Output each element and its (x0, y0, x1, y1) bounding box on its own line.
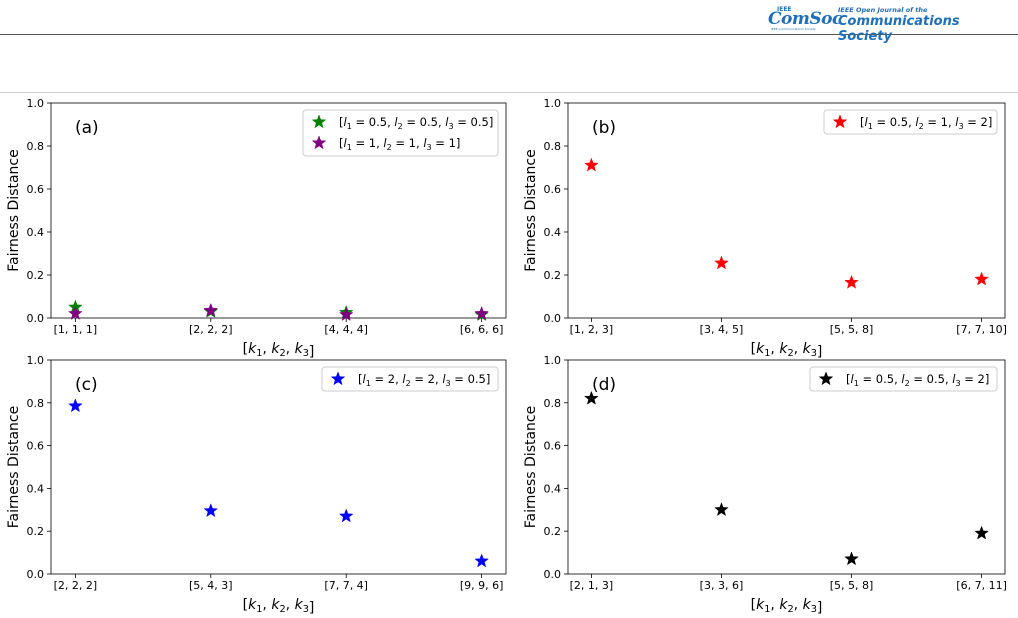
y-tick-label: 0.6 (544, 440, 562, 453)
x-axis-label: [k1, k2, k3] (751, 597, 823, 616)
legend-box (823, 109, 998, 135)
legend-label: [l1 = 1, l2 = 1, l3 = 1] (339, 136, 460, 152)
data-point-s1-3 (844, 551, 859, 566)
legend-box (302, 109, 499, 157)
chart-panel-2: 0.0 0.2 0.4 0.6 0.8 1.0 [1, 2, 3] [3, 4, 5] [5, … (523, 97, 1007, 360)
data-point-s1-2 (203, 503, 219, 518)
data-point-s1-4 (974, 525, 989, 540)
x-tick-label: [6, 7, 11] (956, 579, 1007, 592)
chart-panel-3: 0.0 0.2 0.4 0.6 0.8 1.0 [2, 2, 2] [5, 4, 3] [7, … (6, 354, 507, 616)
y-tick-label: 0.8 (544, 140, 562, 153)
y-axis-label: Fairness Distance (6, 149, 22, 272)
y-axis-label: Fairness Distance (6, 406, 22, 529)
y-tick-label: 0.4 (544, 226, 562, 239)
panel-label: (d) (592, 375, 616, 395)
legend-label: [l1 = 0.5, l2 = 1, l3 = 2] (860, 115, 992, 131)
data-point-s2-3 (338, 307, 354, 322)
y-tick-label: 0.4 (27, 482, 45, 495)
legend-marker (832, 114, 848, 129)
y-tick-label: 0.0 (544, 312, 562, 325)
header-thin-rule (0, 92, 1018, 93)
y-tick-label: 0.4 (544, 482, 562, 495)
plot-frame (50, 359, 507, 575)
data-point-s1-1 (584, 390, 599, 405)
journal-title-top: IEEE Open Journal of the (838, 6, 928, 14)
y-tick-label: 0.2 (544, 525, 562, 538)
logo-comsoc-text: ComSoc (768, 9, 842, 29)
journal-title-main: Communications Society (838, 14, 960, 44)
x-axis-label: [k1, k2, k3] (243, 341, 315, 360)
y-axis-label: Fairness Distance (523, 406, 539, 529)
data-point-s2-2 (203, 302, 219, 317)
x-tick-label: [2, 2, 2] (54, 579, 98, 592)
data-point-s1-3 (844, 274, 859, 289)
data-point-s2-1 (68, 305, 83, 320)
x-tick-label: [7, 7, 10] (956, 323, 1007, 336)
x-axis-label: [k1, k2, k3] (751, 341, 823, 360)
y-tick-label: 1.0 (544, 354, 562, 367)
y-tick-label: 1.0 (27, 97, 45, 110)
x-tick-label: [2, 1, 3] (570, 579, 614, 592)
x-tick-label: [6, 6, 6] (460, 323, 504, 336)
y-tick-label: 0.0 (27, 568, 45, 581)
y-tick-label: 0.6 (27, 183, 45, 196)
y-tick-label: 0.4 (27, 226, 45, 239)
y-tick-label: 0.8 (27, 140, 45, 153)
logo-comsoc-subtitle: IEEE Communications Society (771, 27, 816, 31)
panel-label: (c) (75, 375, 98, 395)
y-tick-label: 0.2 (27, 269, 45, 282)
y-tick-label: 0.8 (544, 397, 562, 410)
data-point-s1-1 (584, 157, 599, 172)
journal-logo: IEEE ComSoc IEEE Communications Society … (768, 6, 1018, 44)
x-tick-label: [7, 7, 4] (324, 579, 368, 592)
x-tick-label: [1, 1, 1] (54, 323, 98, 336)
legend-label: [l1 = 0.5, l2 = 0.5, l3 = 2] (846, 372, 989, 388)
y-tick-label: 1.0 (27, 354, 45, 367)
data-point-s1-2 (714, 502, 729, 517)
y-tick-label: 0.2 (544, 269, 562, 282)
y-tick-label: 0.2 (27, 525, 45, 538)
data-point-s1-2 (714, 255, 729, 270)
y-tick-label: 0.6 (27, 440, 45, 453)
y-tick-label: 0.8 (27, 397, 45, 410)
header-rule (0, 34, 1018, 35)
plot-frame (567, 359, 1006, 575)
x-tick-label: [5, 5, 8] (830, 323, 874, 336)
legend-label: [l1 = 0.5, l2 = 0.5, l3 = 0.5] (339, 115, 493, 131)
chart-panel-1: 0.0 0.2 0.4 0.6 0.8 1.0 [1, 1, 1] [2, 2, 2] [4, … (6, 97, 507, 360)
y-tick-label: 0.0 (544, 568, 562, 581)
data-point-s1-1 (68, 398, 83, 413)
panel-label: (b) (592, 118, 616, 138)
data-point-s1-4 (974, 271, 989, 286)
legend-label: [l1 = 2, l2 = 2, l3 = 0.5] (358, 372, 490, 388)
legend-marker (311, 114, 327, 129)
y-tick-label: 0.6 (544, 183, 562, 196)
panel-label: (a) (75, 118, 99, 138)
x-tick-label: [5, 4, 3] (189, 579, 233, 592)
x-tick-label: [5, 5, 8] (830, 579, 874, 592)
legend-marker (818, 371, 834, 386)
y-tick-label: 1.0 (544, 97, 562, 110)
data-point-s2-4 (474, 305, 489, 320)
legend-marker (330, 371, 346, 386)
data-point-s1-4 (474, 553, 489, 568)
legend-box (809, 366, 998, 392)
legend-marker (311, 135, 327, 150)
x-tick-label: [4, 4, 4] (324, 323, 368, 336)
x-tick-label: [1, 2, 3] (570, 323, 614, 336)
x-tick-label: [3, 4, 5] (700, 323, 744, 336)
chart-panel-4: 0.0 0.2 0.4 0.6 0.8 1.0 [2, 1, 3] [3, 3, 6] [5, … (523, 354, 1007, 616)
plot-frame (50, 102, 507, 319)
legend-box (321, 366, 499, 392)
x-tick-label: [2, 2, 2] (189, 323, 233, 336)
x-tick-label: [9, 9, 6] (460, 579, 504, 592)
y-axis-label: Fairness Distance (523, 149, 539, 272)
plot-frame (567, 102, 1006, 319)
y-tick-label: 0.0 (27, 312, 45, 325)
logo-ieee-text: IEEE (777, 6, 792, 13)
x-axis-label: [k1, k2, k3] (243, 597, 315, 616)
x-tick-label: [3, 3, 6] (700, 579, 744, 592)
data-point-s1-3 (338, 508, 354, 523)
